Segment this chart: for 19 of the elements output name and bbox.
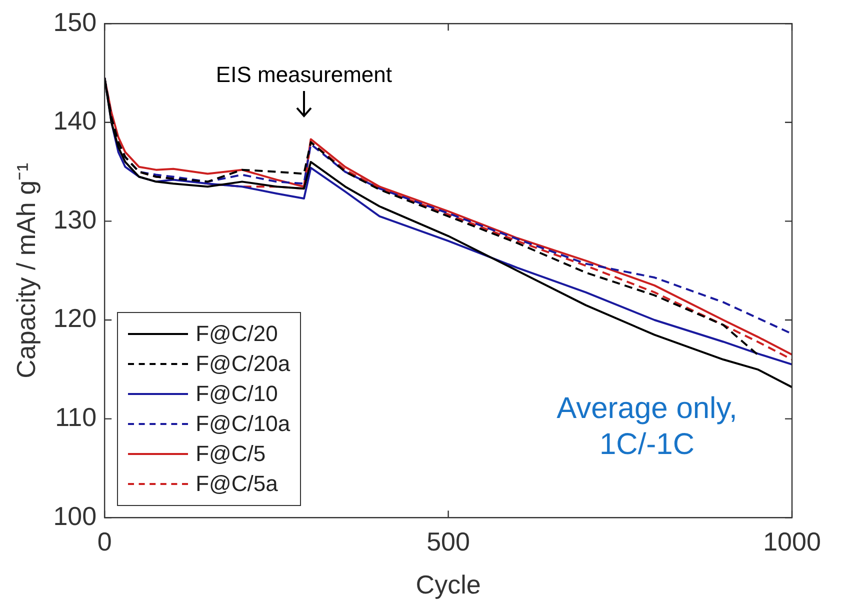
legend-label: F@C/5a: [196, 470, 278, 497]
x-tick-label: 0: [97, 526, 112, 556]
legend-label: F@C/20a: [196, 350, 290, 377]
legend-label: F@C/10: [196, 380, 278, 407]
y-tick-label: 140: [53, 106, 97, 136]
y-tick-label: 130: [53, 204, 97, 234]
legend-label: F@C/10a: [196, 410, 290, 437]
legend-label: F@C/5: [196, 440, 266, 467]
y-tick-label: 150: [53, 6, 97, 37]
y-tick-label: 100: [53, 500, 97, 531]
y-tick-label: 120: [53, 303, 97, 334]
x-tick-label: 500: [426, 526, 470, 556]
annotation: Average only, 1C/-1C: [556, 390, 738, 463]
x-axis-title: Cycle: [416, 570, 481, 600]
y-tick-label: 110: [55, 402, 97, 432]
x-tick-label: 1000: [763, 526, 821, 556]
y-axis-title: Capacity / mAh g⁻¹: [10, 162, 41, 378]
annotation: EIS measurement: [216, 62, 392, 88]
legend-label: F@C/20: [196, 320, 278, 347]
